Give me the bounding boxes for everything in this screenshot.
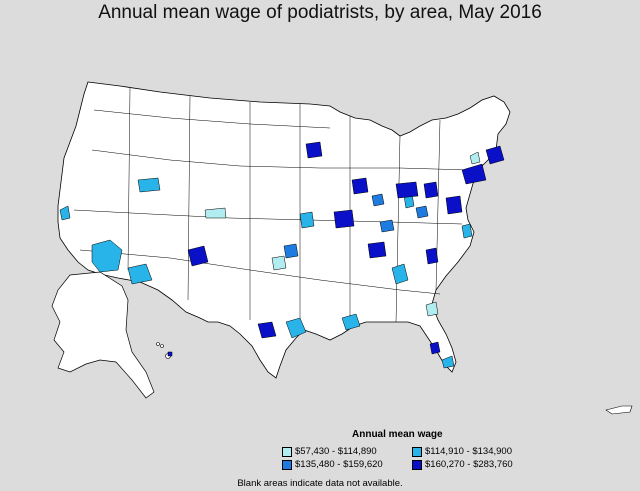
legend-label-2: $114,910 - $134,900 (425, 446, 512, 457)
legend-label-1: $57,430 - $114,890 (295, 446, 377, 457)
alaska (51, 271, 155, 399)
legend-swatch-2 (412, 446, 422, 457)
legend-label-4: $160,270 - $283,760 (425, 459, 513, 470)
footnote: Blank areas indicate data not available. (237, 478, 403, 489)
legend-item-1: $57,430 - $114,890 (282, 446, 377, 457)
legend-item-3: $135,480 - $159,620 (282, 459, 383, 470)
legend-swatch-4 (412, 459, 422, 470)
puerto-rico (605, 405, 633, 415)
shaded-areas (59, 141, 505, 369)
legend-item-2: $114,910 - $134,900 (412, 446, 512, 457)
legend-title: Annual mean wage (352, 429, 443, 440)
legend-swatch-1 (282, 446, 292, 457)
legend-swatch-3 (282, 459, 292, 470)
map-title: Annual mean wage of podiatrists, by area… (98, 2, 542, 23)
legend-label-3: $135,480 - $159,620 (295, 459, 383, 470)
contiguous-us (57, 81, 511, 379)
legend-item-4: $160,270 - $283,760 (412, 459, 513, 470)
